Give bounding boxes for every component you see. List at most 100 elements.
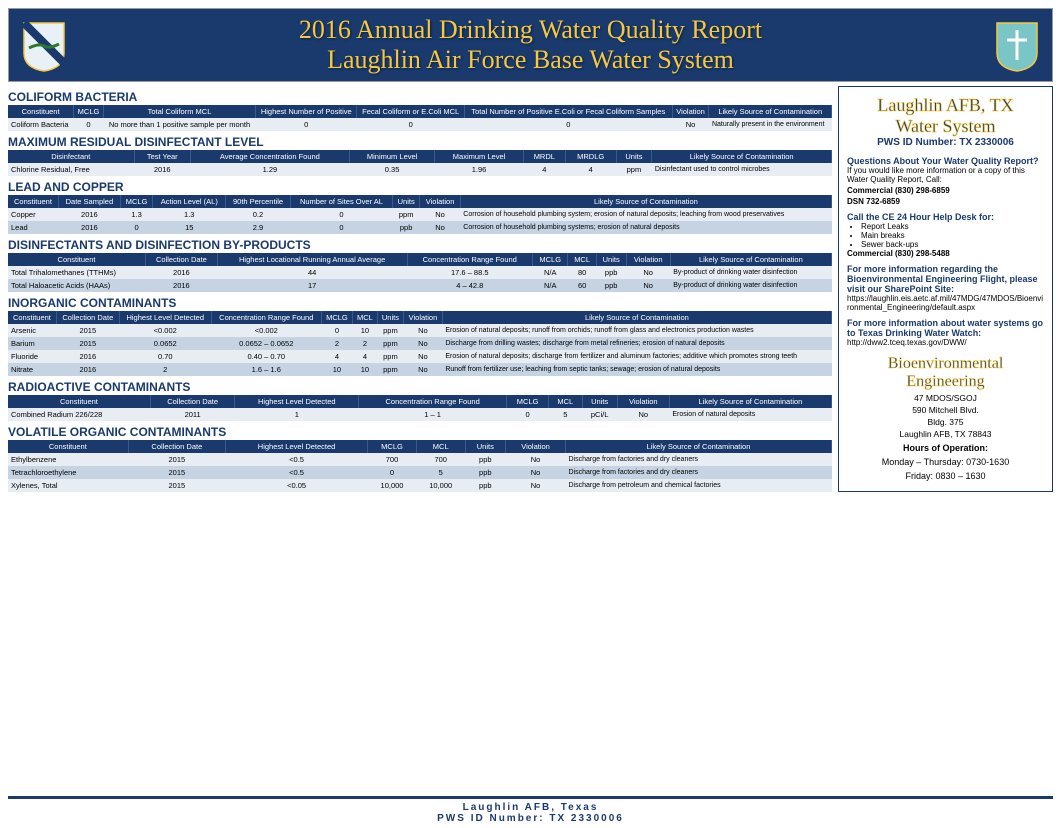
ce-heading: Call the CE 24 Hour Help Desk for: [847, 212, 1044, 222]
table-cell: 0.2 [226, 208, 291, 221]
table-cell: Erosion of natural deposits; discharge f… [442, 350, 831, 363]
table-cell: 44 [217, 266, 407, 279]
table-cell: No [420, 221, 460, 234]
table-cell: 0 [290, 208, 392, 221]
column-header: Violation [626, 253, 670, 266]
table-row: Total Haloacetic Acids (HAAs)2016174 – 4… [8, 279, 832, 292]
column-header: Units [582, 395, 617, 408]
report-header: 2016 Annual Drinking Water Quality Repor… [8, 8, 1053, 82]
column-header: Violation [420, 195, 460, 208]
table-cell: 0 [120, 221, 153, 234]
sidebar-pws: PWS ID Number: TX 2330006 [847, 137, 1044, 148]
table-cell: 2 [321, 337, 352, 350]
table-cell: 17.6 – 88.5 [407, 266, 532, 279]
table-cell: Arsenic [8, 324, 56, 337]
sidebar-title-2: Water System [847, 116, 1044, 137]
column-header: Collection Date [150, 395, 235, 408]
section-title: INORGANIC CONTAMINANTS [8, 296, 832, 310]
table-cell: Combined Radium 226/228 [8, 408, 150, 421]
column-header: Maximum Level [435, 150, 524, 163]
table-cell: ppm [377, 350, 403, 363]
list-item: Main breaks [861, 231, 1044, 240]
column-header: Constituent [8, 311, 56, 324]
table-row: Combined Radium 226/228201111 – 105pCi/L… [8, 408, 832, 421]
right-shield-icon [992, 18, 1042, 73]
column-header: Constituent [8, 105, 74, 118]
column-header: Violation [506, 440, 566, 453]
column-header: Likely Source of Contamination [566, 440, 832, 453]
table-cell: 2011 [150, 408, 235, 421]
table-cell: 0.40 – 0.70 [211, 350, 321, 363]
column-header: Highest Level Detected [119, 311, 211, 324]
data-table: ConstituentCollection DateHighest Level … [8, 440, 832, 492]
table-cell: No [617, 408, 669, 421]
table-cell: 10 [321, 363, 352, 376]
table-row: Arsenic2015<0.002<0.002010ppmNoErosion o… [8, 324, 832, 337]
column-header: MCL [353, 311, 378, 324]
address-block: 47 MDOS/SGOJ590 Mitchell Blvd.Bldg. 375L… [847, 393, 1044, 439]
table-cell: 1.6 – 1.6 [211, 363, 321, 376]
table-cell: No [672, 118, 709, 131]
table-cell: 0.0652 – 0.0652 [211, 337, 321, 350]
table-cell: Barium [8, 337, 56, 350]
table-row: Fluoride20160.700.40 – 0.7044ppmNoErosio… [8, 350, 832, 363]
table-cell: ppm [377, 324, 403, 337]
column-header: Concentration Range Found [359, 395, 507, 408]
table-cell: 4 [321, 350, 352, 363]
table-cell: 700 [368, 453, 417, 466]
column-header: Total Coliform MCL [103, 105, 255, 118]
data-table: ConstituentCollection DateHighest Level … [8, 311, 832, 376]
table-cell: 0 [507, 408, 549, 421]
table-cell: 2016 [58, 221, 120, 234]
table-cell: 10,000 [368, 479, 417, 492]
table-cell: 2015 [128, 466, 225, 479]
column-header: Highest Level Detected [225, 440, 367, 453]
section-title: COLIFORM BACTERIA [8, 90, 832, 104]
table-row: Coliform Bacteria0No more than 1 positiv… [8, 118, 832, 131]
table-cell: No [420, 208, 460, 221]
table-cell: 10 [353, 363, 378, 376]
table-cell: 2015 [128, 479, 225, 492]
table-cell: N/A [532, 279, 568, 292]
section-title: LEAD AND COPPER [8, 180, 832, 194]
table-cell: ppb [392, 221, 419, 234]
ce-list: Report LeaksMain breaksSewer back-ups [861, 222, 1044, 249]
table-cell: 2015 [128, 453, 225, 466]
table-cell: 15 [153, 221, 226, 234]
column-header: MCLG [74, 105, 104, 118]
table-cell: ppm [392, 208, 419, 221]
table-cell: 2016 [134, 163, 190, 176]
data-table: ConstituentCollection DateHighest Level … [8, 395, 832, 421]
section-title: RADIOACTIVE CONTAMINANTS [8, 380, 832, 394]
column-header: Highest Locational Running Annual Averag… [217, 253, 407, 266]
column-header: Total Number of Positive E.Coli or Fecal… [464, 105, 672, 118]
table-cell: ppb [465, 453, 506, 466]
table-row: Chlorine Residual, Free20161.290.351.964… [8, 163, 832, 176]
table-cell: 0.70 [119, 350, 211, 363]
table-cell: 2016 [146, 266, 218, 279]
table-cell: Tetrachloroethylene [8, 466, 128, 479]
table-cell: Copper [8, 208, 58, 221]
table-cell: Total Haloacetic Acids (HAAs) [8, 279, 146, 292]
bioenv-title: Bioenvironmental Engineering [847, 355, 1044, 391]
table-cell: <0.002 [119, 324, 211, 337]
table-row: Xylenes, Total2015<0.0510,00010,000ppbNo… [8, 479, 832, 492]
table-cell: 1.96 [435, 163, 524, 176]
hours-line: Monday – Thursday: 0730-1630 [847, 457, 1044, 467]
table-cell: 2015 [56, 337, 119, 350]
left-shield-icon [19, 18, 69, 73]
column-header: Likely Source of Contamination [669, 395, 831, 408]
table-cell: 10 [353, 324, 378, 337]
table-cell: 5 [416, 466, 465, 479]
column-header: Constituent [8, 395, 150, 408]
column-header: MCLG [532, 253, 568, 266]
table-cell: 60 [568, 279, 596, 292]
table-cell: Erosion of natural deposits [669, 408, 831, 421]
header-title-2: Laughlin Air Force Base Water System [69, 45, 992, 75]
questions-text: If you would like more information or a … [847, 166, 1044, 184]
table-row: Copper20161.31.30.20ppmNoCorrosion of ho… [8, 208, 832, 221]
table-cell: Coliform Bacteria [8, 118, 74, 131]
table-row: Ethylbenzene2015<0.5700700ppbNoDischarge… [8, 453, 832, 466]
column-header: Constituent [8, 195, 58, 208]
table-cell: 0 [290, 221, 392, 234]
